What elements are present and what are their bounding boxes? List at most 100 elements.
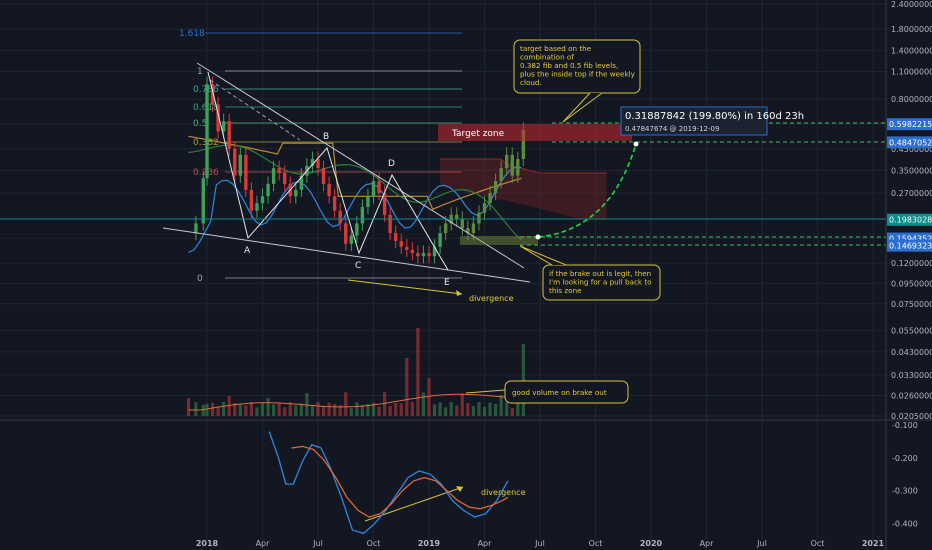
candle-body [438,233,442,247]
candle-body [505,154,509,169]
candle-body [366,196,370,207]
candle-body [455,214,459,219]
time-tick-label: 2021 [862,539,885,548]
volume-bar [186,398,191,416]
cloud-area [440,158,607,219]
price-badge [887,239,932,252]
osc-tick-label: -0.300 [892,487,918,496]
candle-body [266,183,270,197]
candle-body [294,189,298,197]
volume-bar [255,407,259,416]
volume-bar [305,393,309,416]
volume-bar [421,392,426,416]
volume-bar [366,403,370,416]
volume-bar [227,396,231,416]
time-tick-label: Jul [534,539,545,548]
projection-arc [537,143,637,238]
candle-body [482,203,487,213]
candle-body [466,228,470,234]
candle-body [233,148,237,176]
projection-end [633,141,639,147]
price-badge [887,213,932,226]
volume-bar [505,402,509,416]
volume-bar [416,328,420,416]
note-pullback-line: I'm looking for a pull back to [549,278,652,287]
fib-level-label: 1 [197,67,203,77]
candle-body [516,158,520,176]
note-target-line: 0.382 fib and 0.5 fib levels, [520,61,618,70]
candle-body [432,246,437,257]
oscillator-slow [291,445,509,518]
abcde-zigzag [207,71,449,271]
volume-bar [360,404,364,416]
candle-body [238,154,242,176]
osc-divergence-label: divergence [481,488,526,497]
time-tick-label: 2020 [640,539,663,548]
volume-bar [310,406,315,416]
candle-body [332,196,337,211]
candle-body [421,252,426,257]
candle-body [221,121,226,132]
volume-bar [488,402,492,416]
candle-body [377,181,381,193]
volume-bar [210,402,215,416]
measure-box [620,106,768,136]
target-zone-label: Target zone [451,129,505,139]
candle-body [321,168,326,184]
volume-bar [377,406,381,416]
volume-bar [316,402,320,416]
candle-body [382,192,387,215]
pattern-point-e: E [444,278,450,288]
projection-start [535,234,541,240]
volume-bar [272,404,276,416]
candle-body [327,183,331,197]
candle-body [477,212,481,224]
fib-level-label: 1.618 [179,29,205,39]
volume-bar [388,406,392,416]
volume-bar [466,403,470,416]
candle-body [227,121,231,149]
indicator-lines [188,135,522,254]
candle-body [499,168,503,182]
candle-body [216,104,220,132]
falling-wedge-upper [196,62,525,269]
candle-body [249,189,254,211]
volume-bar [383,392,387,416]
volume-bar [266,398,270,416]
pattern-point-a: A [244,246,251,256]
volume-bar [194,402,198,416]
candle-body [283,173,287,184]
candle-body [260,196,265,204]
candle-body [405,246,409,250]
volume-bar [499,394,503,416]
note-volume-text: good volume on brake out [512,388,607,397]
price-badge-label: 0.15943521 [889,235,932,244]
candle-body [416,252,420,257]
candle-body [349,235,353,244]
volume-bar [283,407,287,416]
candle-body [244,154,248,190]
time-tick-label: Apr [700,539,715,548]
candle-body [471,223,476,234]
osc-tick-label: -0.100 [892,421,918,430]
volume-bar [216,406,220,416]
note-target-pointer [562,92,603,123]
candle-body [338,210,342,224]
time-tick-label: 2019 [418,539,441,548]
target-zone [438,124,632,141]
candle-body [277,168,281,174]
pattern-point-d: D [388,159,395,169]
volume-bar [371,402,376,416]
candle-body [210,84,215,105]
volume-bar [327,402,331,416]
candle-body [205,84,209,179]
